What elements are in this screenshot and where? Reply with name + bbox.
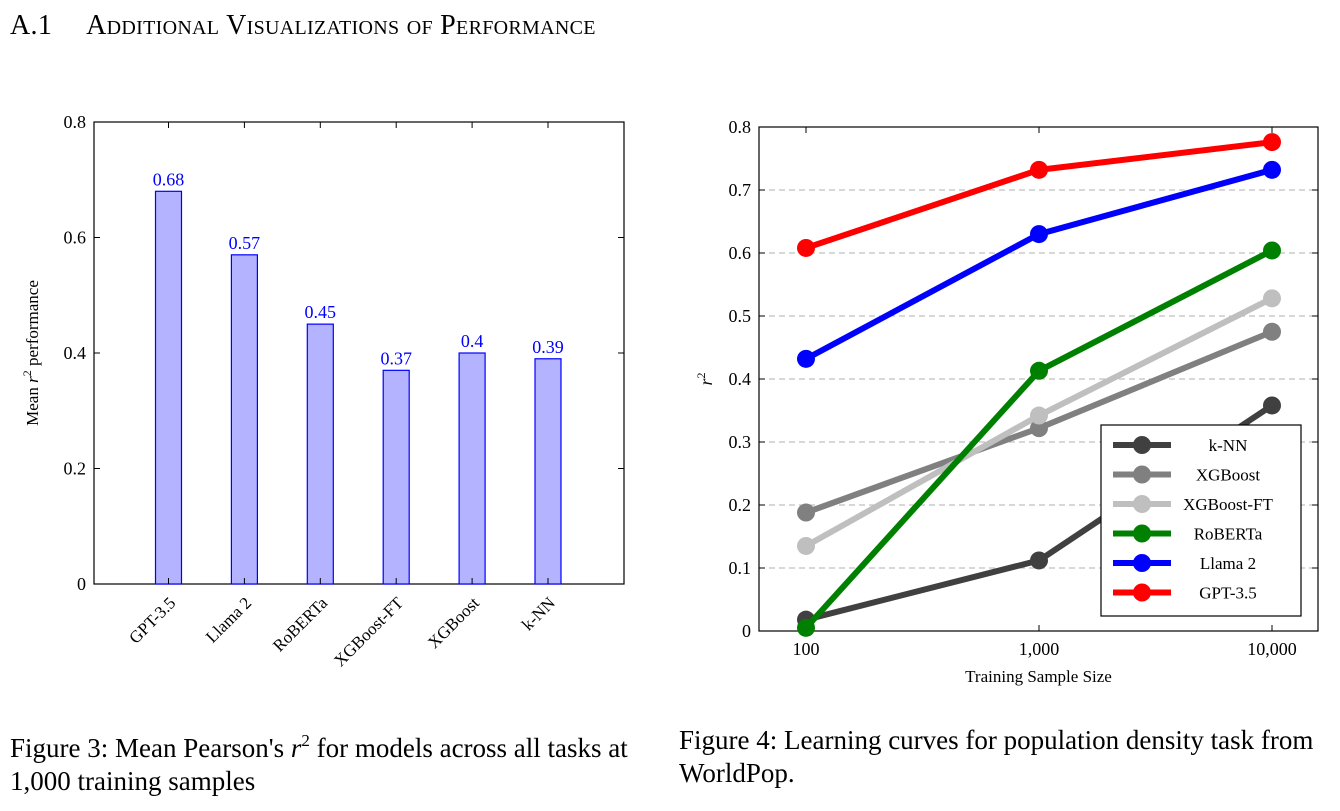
figure-4-line-chart: 0 0.1 0.2 0.3 0.4 0.5 0.6 0.7 0.8 100 1,000 10,000 T…	[694, 117, 1319, 686]
y-tick-label: 0.8	[729, 117, 752, 137]
y-tick-label: 0.3	[729, 432, 752, 452]
legend-marker-gpt-3-5	[1133, 583, 1151, 602]
figure-3-caption-sup: 2	[301, 731, 310, 750]
bar-value-label: 0.39	[532, 337, 564, 357]
figure-4-caption: Figure 4: Learning curves for population…	[679, 724, 1329, 790]
x-tick-label: 10,000	[1247, 639, 1297, 659]
y-axis-label: r2	[694, 372, 716, 385]
figure-4-caption-text: Learning curves for population density t…	[679, 725, 1314, 788]
y-axis-label-post: performance	[23, 280, 42, 370]
y-axis-label-var: r	[696, 378, 716, 386]
point-llama-2	[1030, 225, 1048, 244]
y-tick-label: 0	[742, 621, 751, 641]
section-heading: A.1 Additional Visualizations of Performa…	[10, 10, 596, 42]
bar-value-label: 0.4	[461, 331, 484, 351]
legend-label-roberta: RoBERTa	[1194, 525, 1263, 544]
y-tick-label: 0.2	[729, 495, 752, 515]
point-xgboost	[1263, 322, 1281, 341]
figure-3-caption: Figure 3: Mean Pearson's r2 for models a…	[10, 724, 640, 798]
section-number: A.1	[10, 10, 53, 41]
bar-xgboost-ft	[382, 369, 410, 585]
bar-xgboost	[458, 352, 486, 585]
legend-label-llama-2: Llama 2	[1200, 554, 1256, 573]
y-tick-label: 0.1	[729, 558, 752, 578]
y-tick-label: 0.6	[64, 228, 87, 248]
point-gpt-3-5	[1030, 160, 1048, 179]
point-xgboost-ft	[797, 536, 815, 555]
x-tick-label: 100	[793, 639, 820, 659]
legend-label-gpt-3-5: GPT-3.5	[1199, 584, 1256, 603]
y-tick-label: 0.6	[729, 243, 752, 263]
legend-box	[1100, 424, 1302, 617]
y-axis-label-sup: 2	[20, 370, 34, 376]
legend-marker-k-nn	[1133, 436, 1151, 454]
figure-3-caption-var: r	[290, 733, 302, 763]
bar-value-label: 0.57	[229, 233, 261, 253]
point-llama-2	[797, 349, 815, 368]
bar-llama-2	[230, 254, 258, 585]
point-gpt-3-5	[1263, 133, 1281, 152]
point-xgboost	[797, 503, 815, 522]
point-roberta	[1030, 361, 1048, 380]
figure-3-caption-pre: Mean Pearson's	[115, 733, 285, 763]
y-axis-label-sup: 2	[694, 372, 708, 378]
bar-value-label: 0.37	[380, 348, 412, 368]
legend-marker-roberta	[1133, 524, 1151, 543]
y-tick-label: 0.5	[729, 306, 752, 326]
y-tick-label: 0	[77, 574, 86, 594]
x-axis-label: Training Sample Size	[965, 667, 1112, 686]
point-k-nn	[1030, 551, 1048, 570]
section-title: Additional Visualizations of Performance	[86, 10, 596, 41]
point-roberta	[1263, 241, 1281, 260]
point-xgboost-ft	[1263, 289, 1281, 308]
y-tick-label: 0.7	[729, 180, 752, 200]
y-axis-label: Mean r2 performance	[20, 280, 42, 426]
point-xgboost	[1030, 419, 1048, 438]
point-k-nn	[1263, 396, 1281, 415]
bar-gpt-3-5	[154, 190, 183, 585]
figure-3-caption-label: Figure 3:	[10, 733, 109, 763]
point-gpt-3-5	[797, 238, 815, 257]
y-tick-label: 0.4	[729, 369, 752, 389]
point-roberta	[797, 618, 815, 637]
y-axis-label-pre: Mean	[23, 383, 42, 426]
point-xgboost-ft	[1030, 406, 1048, 425]
legend-label-xgboost: XGBoost	[1196, 466, 1261, 485]
bar-value-label: 0.45	[305, 302, 337, 322]
x-tick-label: 1,000	[1019, 639, 1060, 659]
legend-marker-xgboost-ft	[1133, 495, 1151, 513]
legend-label-k-nn: k-NN	[1209, 436, 1248, 455]
bar-roberta	[306, 323, 334, 585]
y-tick-label: 0.2	[64, 459, 87, 479]
y-tick-label: 0.4	[64, 343, 87, 363]
figure-3-caption-post: for models across all tasks at 1,000 tra…	[10, 733, 628, 796]
y-axis-label-var: r	[23, 376, 42, 383]
figure-4-caption-label: Figure 4:	[679, 725, 778, 755]
legend-label-xgboost-ft: XGBoost-FT	[1183, 495, 1273, 514]
point-llama-2	[1263, 160, 1281, 179]
legend-marker-xgboost	[1133, 465, 1151, 484]
legend-marker-llama-2	[1133, 554, 1151, 572]
bar-value-label: 0.68	[153, 169, 185, 189]
y-tick-label: 0.8	[64, 112, 87, 132]
